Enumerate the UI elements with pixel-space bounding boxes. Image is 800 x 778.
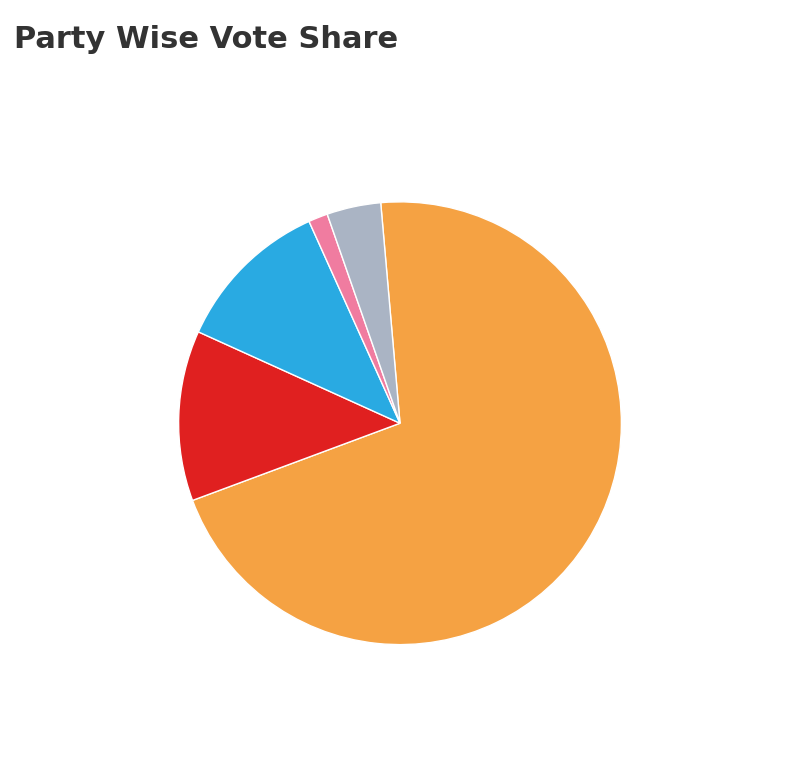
Wedge shape [198,222,400,423]
Wedge shape [327,203,400,423]
Wedge shape [309,214,400,423]
Wedge shape [193,202,622,645]
Wedge shape [178,332,400,500]
Text: Party Wise Vote Share: Party Wise Vote Share [14,25,398,54]
